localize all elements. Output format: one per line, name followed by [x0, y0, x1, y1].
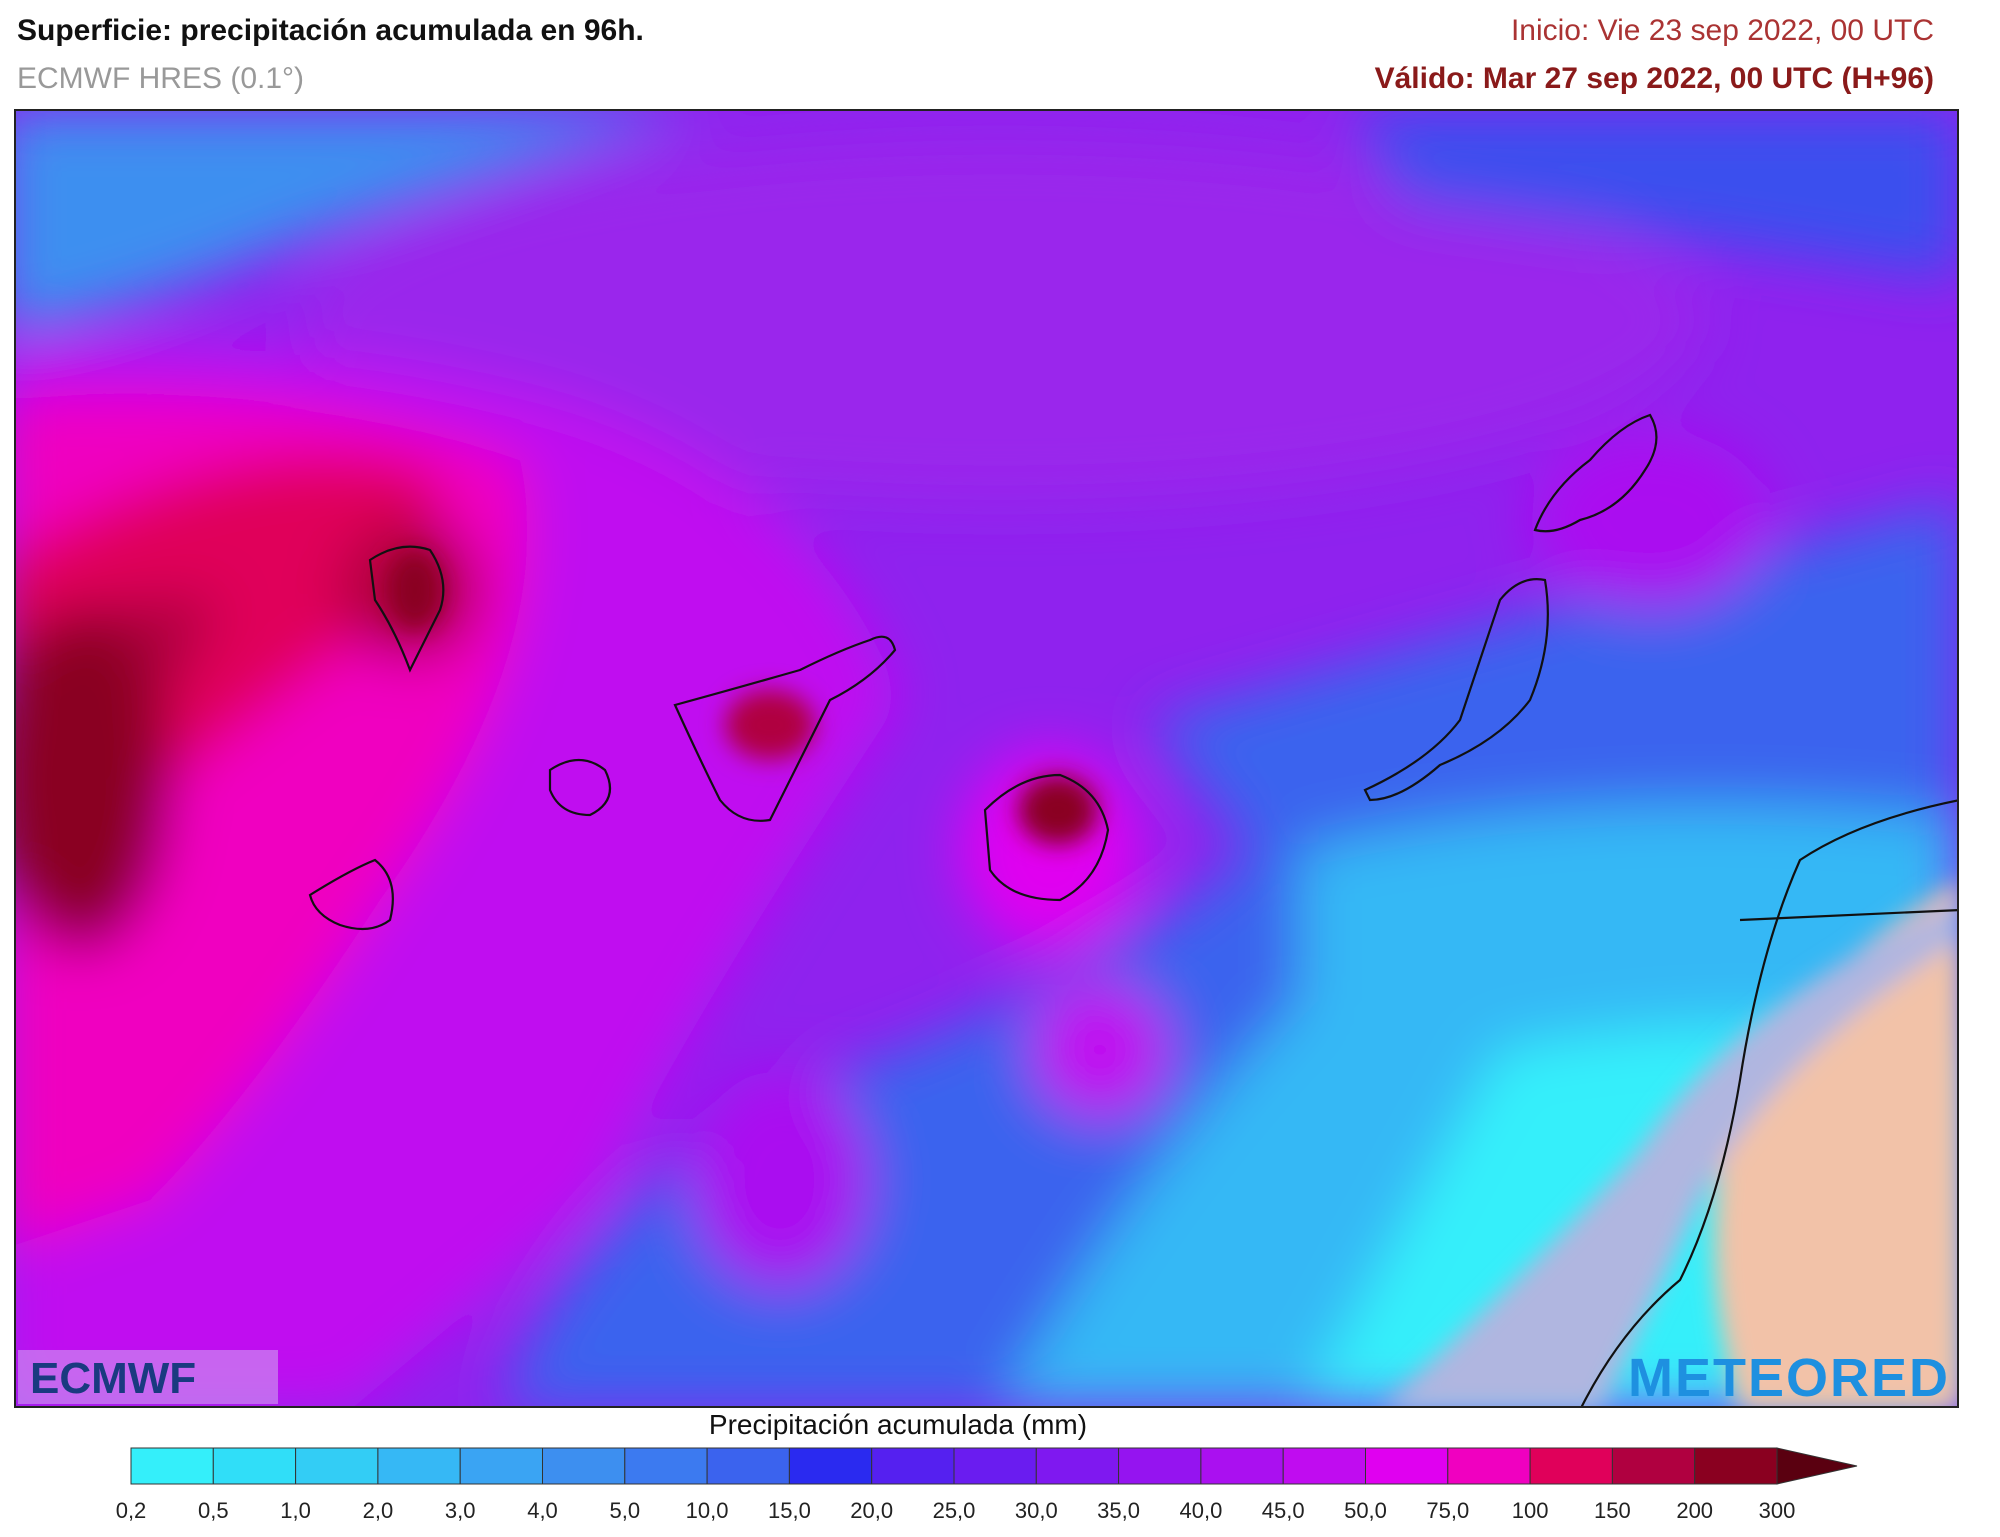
logo-bg: [18, 1350, 278, 1404]
color-box: [1365, 1447, 1449, 1485]
color-box: [624, 1447, 708, 1485]
legend-label: 150: [1594, 1498, 1631, 1523]
legend-label: 40,0: [1179, 1498, 1222, 1523]
color-box: [706, 1447, 790, 1485]
logo-ecmwf: ECMWF: [30, 1354, 196, 1403]
color-box: [1282, 1447, 1366, 1485]
color-box: [1611, 1447, 1696, 1485]
color-box: [459, 1447, 544, 1485]
map-frame: [14, 109, 1959, 1408]
legend-label: 1,0: [280, 1498, 311, 1523]
legend-label: 10,0: [686, 1498, 729, 1523]
color-box: [1694, 1447, 1778, 1485]
color-box: [1118, 1447, 1202, 1485]
legend-label: 200: [1676, 1498, 1713, 1523]
valid-time: Válido: Mar 27 sep 2022, 00 UTC (H+96): [1374, 62, 1934, 95]
color-box: [130, 1447, 214, 1485]
color-box: [1529, 1447, 1613, 1485]
legend-label: 35,0: [1097, 1498, 1140, 1523]
legend-label: 2,0: [363, 1498, 394, 1523]
legend-label: 0,5: [198, 1498, 229, 1523]
legend-label: 30,0: [1015, 1498, 1058, 1523]
color-box: [788, 1447, 873, 1485]
legend-label: 0,2: [116, 1498, 147, 1523]
precip-field: [15, 110, 1958, 1407]
color-box: [871, 1447, 955, 1485]
color-box: [953, 1447, 1037, 1485]
legend-label: 20,0: [850, 1498, 893, 1523]
init-time: Inicio: Vie 23 sep 2022, 00 UTC: [1510, 14, 1934, 47]
color-box: [377, 1447, 461, 1485]
legend-label: 45,0: [1262, 1498, 1305, 1523]
legend-label: 75,0: [1426, 1498, 1469, 1523]
legend-label: 15,0: [768, 1498, 811, 1523]
legend-label: 25,0: [933, 1498, 976, 1523]
model-name: ECMWF HRES (0.1°): [17, 62, 305, 95]
color-box: [542, 1447, 626, 1485]
colorbar: 0,2 0,5 1,0 2,0 3,0 4,0 5,0 10,0 15,0 20,0 25,0 30,…: [116, 1447, 1858, 1523]
color-box: [212, 1447, 297, 1485]
legend-label: 50,0: [1344, 1498, 1387, 1523]
color-box: [1447, 1447, 1531, 1485]
color-box: [1035, 1447, 1120, 1485]
logo-meteored: METEORED: [1628, 1348, 1950, 1408]
color-box: [1200, 1447, 1284, 1485]
legend-label: 5,0: [610, 1498, 641, 1523]
title: Superficie: precipitación acumulada en 9…: [17, 14, 644, 47]
legend-label: 300: [1759, 1498, 1796, 1523]
legend-title: Precipitación acumulada (mm): [709, 1409, 1087, 1440]
legend-label: 4,0: [527, 1498, 558, 1523]
legend-label: 3,0: [445, 1498, 476, 1523]
color-box: [295, 1447, 379, 1485]
coastlines: [308, 413, 1958, 1407]
color-arrow: [1776, 1447, 1858, 1485]
legend-label: 100: [1512, 1498, 1549, 1523]
